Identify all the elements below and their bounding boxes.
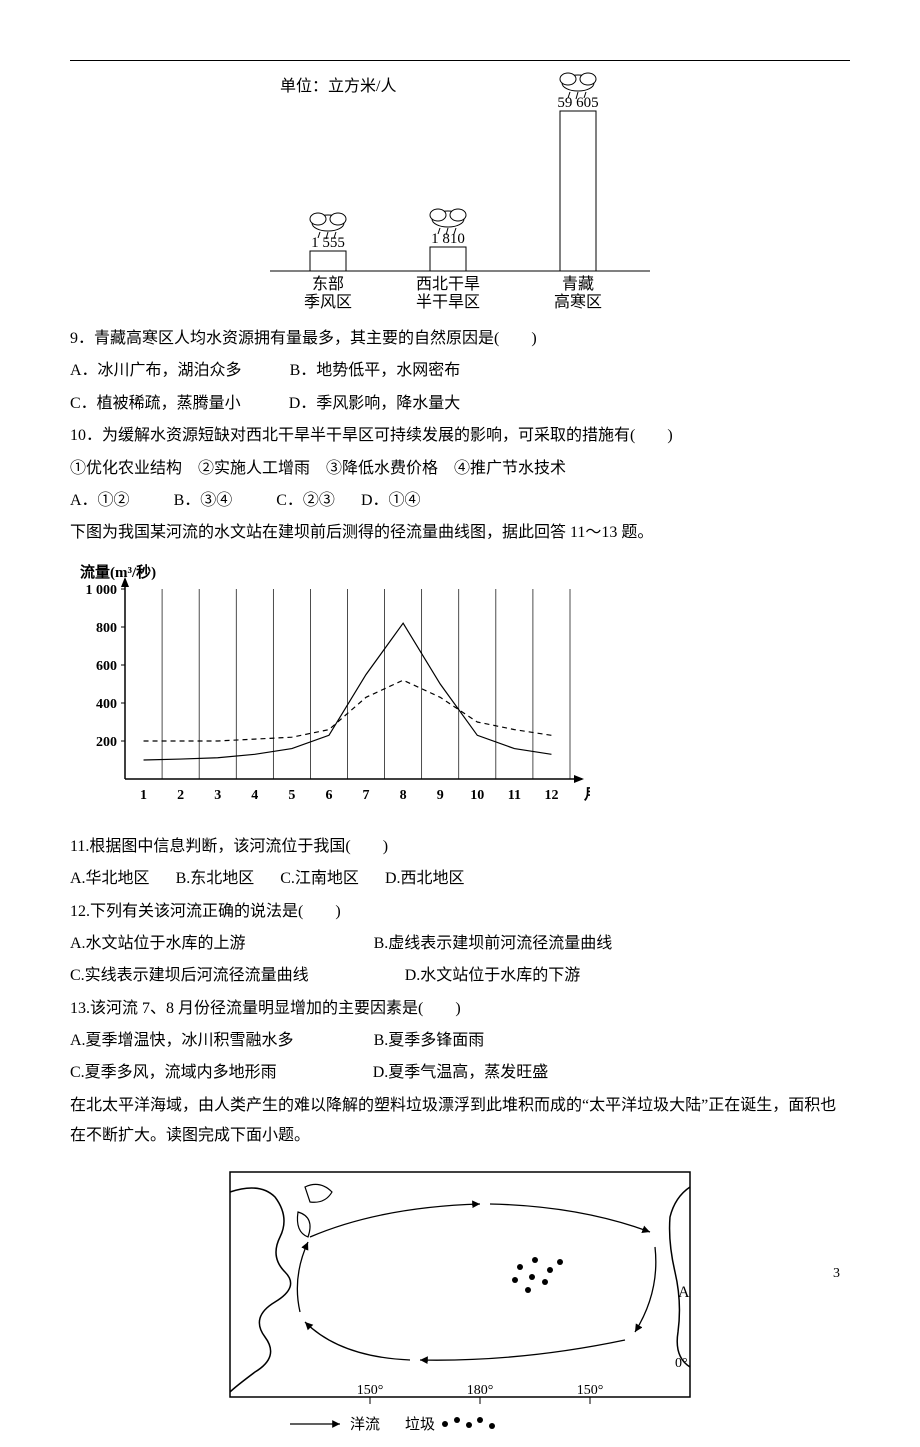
svg-text:8: 8 <box>400 788 407 803</box>
q12-row1: A.水文站位于水库的上游 B.虚线表示建坝前河流径流量曲线 <box>70 929 850 959</box>
q11-opts: A.华北地区 B.东北地区 C.江南地区 D.西北地区 <box>70 864 850 894</box>
equator-label: 0° <box>675 1356 688 1371</box>
q13-optC: C.夏季多风，流域内多地形雨 <box>70 1064 277 1081</box>
svg-text:800: 800 <box>96 621 117 636</box>
q10-opts: A．①② B．③④ C．②③ D．①④ <box>70 486 850 516</box>
chart1-unit: 单位：立方米/人 <box>280 77 396 95</box>
legend-garbage-label: 垃圾 <box>405 1416 435 1433</box>
top-rule <box>70 60 850 61</box>
chart1-subregion: 季风区 <box>304 293 352 311</box>
svg-text:7: 7 <box>363 788 370 803</box>
q13-row2: C.夏季多风，流域内多地形雨 D.夏季气温高，蒸发旺盛 <box>70 1058 850 1088</box>
runoff-chart: 流量(m³/秒) 123456789101112月2004006008001 0… <box>70 559 590 819</box>
svg-text:3: 3 <box>214 788 221 803</box>
chart1-region: 青藏 <box>562 275 594 293</box>
chart1-value: 1 810 <box>431 231 465 247</box>
q12-optC: C.实线表示建坝后河流径流量曲线 <box>70 967 309 984</box>
q12-text: 12.下列有关该河流正确的说法是( ) <box>70 897 850 927</box>
q10-optB: B．③④ <box>174 492 233 509</box>
svg-text:11: 11 <box>508 788 521 803</box>
chart1-bar <box>560 111 596 271</box>
chart1-region: 西北干旱 <box>416 275 480 293</box>
chart1-subregion: 高寒区 <box>554 292 602 311</box>
q9-text: 9．青藏高寒区人均水资源拥有量最多，其主要的自然原因是( ) <box>70 324 850 354</box>
map-frame <box>230 1172 690 1397</box>
q11-optD: D.西北地区 <box>385 870 465 887</box>
lead2: 下图为我国某河流的水文站在建坝前后测得的径流量曲线图，据此回答 11～13 题。 <box>70 518 850 548</box>
q10-text: 10．为缓解水资源短缺对西北干旱半干旱区可持续发展的影响，可采取的措施有( ) <box>70 421 850 451</box>
label-A: A <box>678 1284 690 1301</box>
q11-text: 11.根据图中信息判断，该河流位于我国( ) <box>70 832 850 862</box>
q13-optA: A.夏季增温快，冰川积雪融水多 <box>70 1032 294 1049</box>
q12-row2: C.实线表示建坝后河流径流量曲线 D.水文站位于水库的下游 <box>70 961 850 991</box>
svg-text:400: 400 <box>96 697 117 712</box>
q9-optA: A．冰川广布，湖泊众多 <box>70 362 242 379</box>
svg-text:1 000: 1 000 <box>86 583 118 598</box>
q13-optB: B.夏季多锋面雨 <box>374 1032 485 1049</box>
chart1-subregion: 半干旱区 <box>416 293 480 311</box>
svg-text:2: 2 <box>177 788 184 803</box>
svg-text:5: 5 <box>288 788 295 803</box>
svg-text:9: 9 <box>437 788 444 803</box>
svg-text:600: 600 <box>96 659 117 674</box>
chart1-bar <box>310 251 346 271</box>
q10-items: ①优化农业结构 ②实施人工增雨 ③降低水费价格 ④推广节水技术 <box>70 454 850 484</box>
legend-current-label: 洋流 <box>350 1416 380 1433</box>
svg-text:月: 月 <box>583 786 590 803</box>
per-capita-water-chart: 单位：立方米/人 1 555 东部季风区 1 810 西北干旱半干旱区 59 605 青藏… <box>250 71 670 311</box>
q9-optD: D．季风影响，降水量大 <box>289 395 461 412</box>
svg-text:180°: 180° <box>467 1383 494 1398</box>
chart1-container: 单位：立方米/人 1 555 东部季风区 1 810 西北干旱半干旱区 59 605 青藏… <box>70 71 850 316</box>
chart1-bars: 1 555 东部季风区 1 810 西北干旱半干旱区 59 605 青藏高寒区 <box>304 73 602 311</box>
q9-optB: B．地势低平，水网密布 <box>290 362 461 379</box>
svg-text:4: 4 <box>251 788 258 803</box>
q11-optC: C.江南地区 <box>280 870 359 887</box>
q10-optC: C．②③ <box>276 492 335 509</box>
page-number: 3 <box>833 1266 840 1282</box>
svg-text:10: 10 <box>470 788 484 803</box>
svg-text:150°: 150° <box>577 1383 604 1398</box>
svg-text:1: 1 <box>140 788 147 803</box>
chart1-region: 东部 <box>312 275 344 293</box>
q11-optB: B.东北地区 <box>176 870 255 887</box>
q13-text: 13.该河流 7、8 月份径流量明显增加的主要因素是( ) <box>70 994 850 1024</box>
map-legend: 洋流 垃圾 <box>290 1416 495 1433</box>
svg-text:150°: 150° <box>357 1383 384 1398</box>
svg-text:6: 6 <box>325 788 332 803</box>
q13-optD: D.夏季气温高，蒸发旺盛 <box>373 1064 549 1081</box>
svg-text:200: 200 <box>96 735 117 750</box>
chart1-value: 59 605 <box>557 95 598 111</box>
q11-optA: A.华北地区 <box>70 870 150 887</box>
chart2-ylabel: 流量(m³/秒) <box>80 563 156 581</box>
chart3-container: A 0° 150° 180° 150° 洋流 垃圾 <box>70 1162 850 1447</box>
lead3: 在北太平洋海域，由人类产生的难以降解的塑料垃圾漂浮到此堆积而成的“太平洋垃圾大陆… <box>70 1091 850 1152</box>
q10-optD: D．①④ <box>361 492 421 509</box>
chart2-container: 流量(m³/秒) 123456789101112月2004006008001 0… <box>70 559 850 824</box>
q10-optA: A．①② <box>70 492 130 509</box>
q9-row1: A．冰川广布，湖泊众多 B．地势低平，水网密布 <box>70 356 850 386</box>
q12-optA: A.水文站位于水库的上游 <box>70 935 246 952</box>
q9-optC: C．植被稀疏，蒸腾量小 <box>70 395 241 412</box>
chart2-axes: 123456789101112月2004006008001 000 <box>86 577 591 803</box>
chart1-value: 1 555 <box>311 235 345 251</box>
q12-optD: D.水文站位于水库的下游 <box>405 967 581 984</box>
chart1-bar <box>430 247 466 271</box>
q12-optB: B.虚线表示建坝前河流径流量曲线 <box>374 935 613 952</box>
q9-row2: C．植被稀疏，蒸腾量小 D．季风影响，降水量大 <box>70 389 850 419</box>
svg-text:12: 12 <box>544 788 558 803</box>
q13-row1: A.夏季增温快，冰川积雪融水多 B.夏季多锋面雨 <box>70 1026 850 1056</box>
